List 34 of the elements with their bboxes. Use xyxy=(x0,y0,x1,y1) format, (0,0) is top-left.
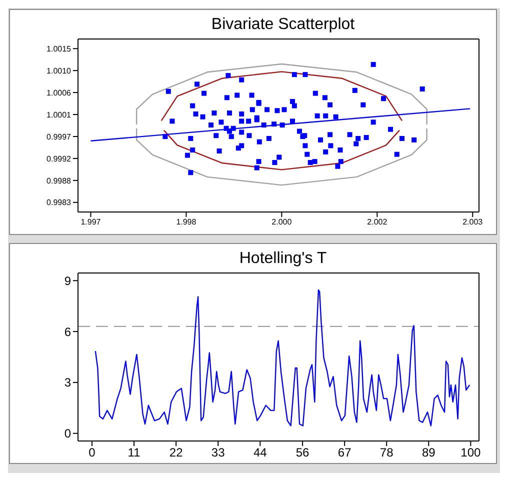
line-series xyxy=(136,63,428,126)
y-tick-label: 0.9997 xyxy=(46,132,72,142)
chart-title: Bivariate Scatterplot xyxy=(210,15,356,34)
y-tick-label: 9 xyxy=(64,274,72,288)
x-tick-label: 2.003 xyxy=(462,218,484,227)
x-tick-label: 67 xyxy=(338,446,352,460)
x-tick-label: 56 xyxy=(296,446,310,460)
line-series xyxy=(160,71,403,122)
y-tick-label: 0.9988 xyxy=(46,176,72,186)
x-tick-label: 2.002 xyxy=(367,218,388,227)
y-tick-label: 6 xyxy=(64,324,72,339)
line-series xyxy=(163,130,400,170)
x-tick-label: 100 xyxy=(460,446,481,460)
x-tick-label: 1.998 xyxy=(176,218,197,227)
y-tick-label: 1.0006 xyxy=(46,88,72,98)
x-tick-label: 44 xyxy=(253,446,268,460)
x-tick-label: 33 xyxy=(211,446,226,460)
line-series xyxy=(136,128,428,186)
x-tick-label: 22 xyxy=(169,446,184,460)
y-tick-label: 0.9992 xyxy=(46,154,72,164)
y-tick-label: 0.9983 xyxy=(46,198,72,208)
x-tick-label: 11 xyxy=(128,446,141,460)
y-tick-label: 3 xyxy=(64,376,72,390)
x-tick-label: 0 xyxy=(88,446,96,460)
y-tick-label: 1.0015 xyxy=(46,44,72,54)
x-tick-label: 89 xyxy=(422,446,436,460)
y-tick-label: 1.0001 xyxy=(46,110,72,120)
y-tick-label: 1.0010 xyxy=(46,66,72,76)
line-series xyxy=(94,289,470,426)
chart-title: Hotelling's T xyxy=(238,249,328,268)
y-tick-label: 0 xyxy=(64,426,72,441)
x-tick-label: 78 xyxy=(380,446,394,460)
x-tick-label: 2.000 xyxy=(272,218,292,227)
x-tick-label: 1.997 xyxy=(80,218,102,227)
